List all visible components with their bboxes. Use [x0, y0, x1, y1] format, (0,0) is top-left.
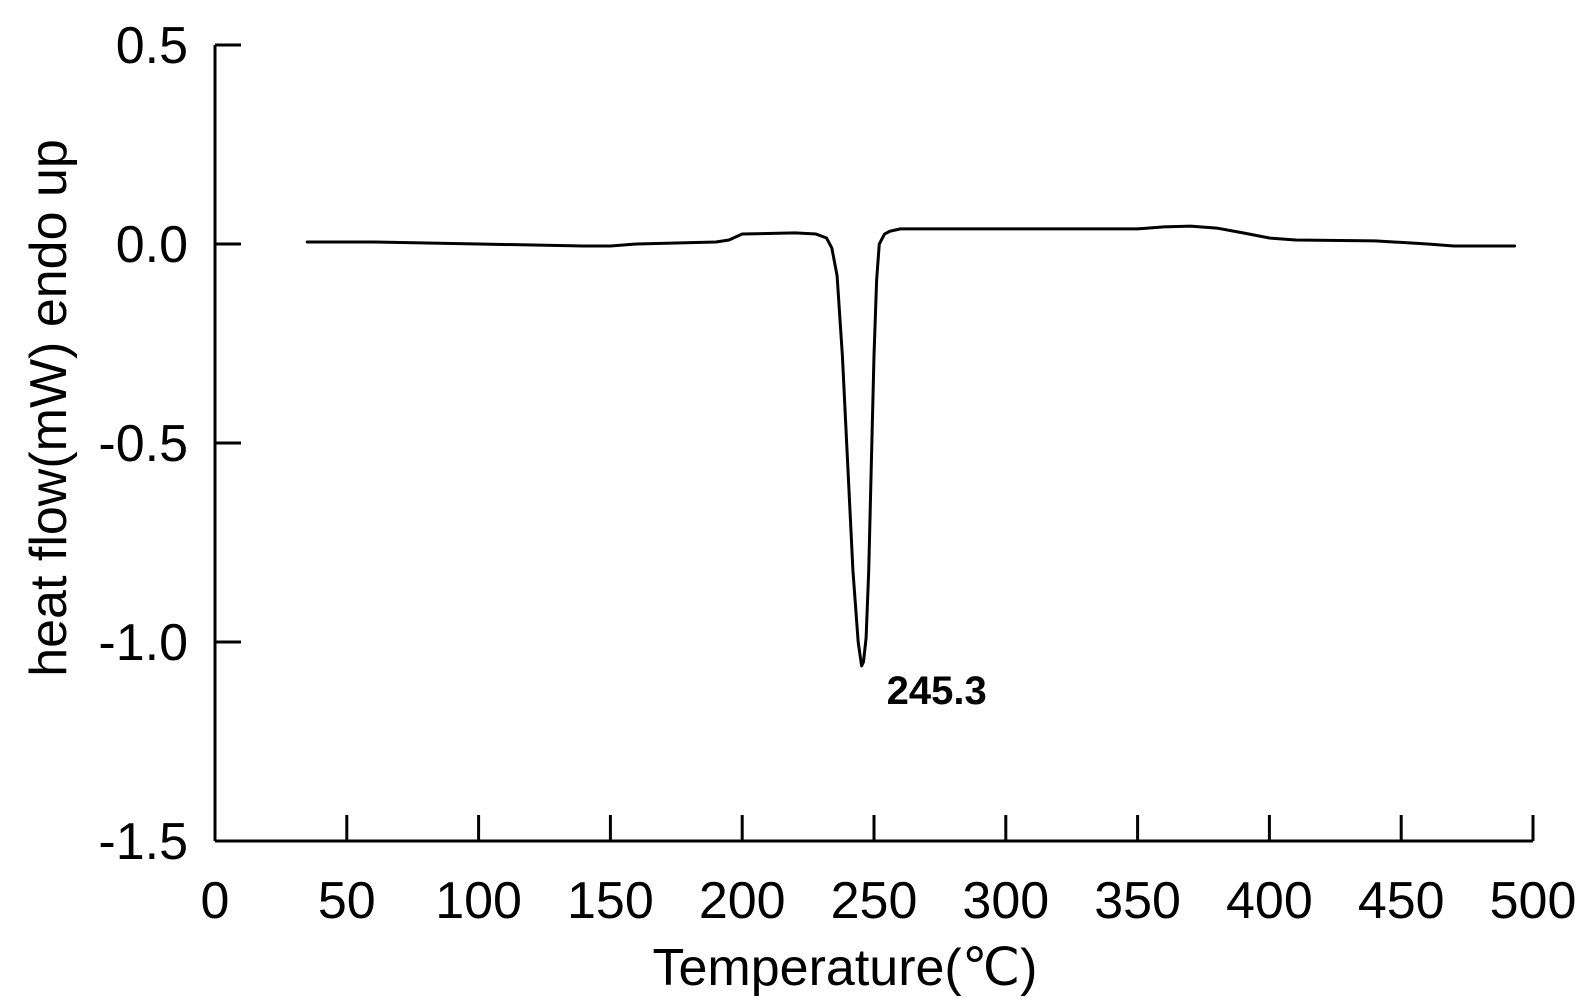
series-line-0	[305, 224, 1517, 668]
y-tick-label: 0.5	[116, 17, 188, 75]
y-tick-label: -0.5	[98, 415, 188, 473]
x-tick-label: 100	[435, 872, 522, 930]
y-tick-label: -1.0	[98, 614, 188, 672]
ticks: 0 50 100 150 200 250 300 350 400 450 500 0.5 0.0 -0.5…	[98, 17, 1576, 930]
axes	[213, 45, 1533, 843]
x-tick-label: 500	[1490, 872, 1577, 930]
x-tick-label: 400	[1226, 872, 1313, 930]
x-tick-label: 200	[699, 872, 786, 930]
x-tick-label: 0	[201, 872, 230, 930]
y-tick-label: -1.5	[98, 813, 188, 871]
labels: 245.3 Temperature(℃) heat flow(mW) endo up	[20, 139, 1037, 997]
series-group	[305, 224, 1517, 668]
y-tick-label: 0.0	[116, 216, 188, 274]
y-axis-title: heat flow(mW) endo up	[20, 139, 78, 677]
x-axis-title: Temperature(℃)	[653, 939, 1038, 997]
x-tick-label: 250	[831, 872, 918, 930]
peak-annotation: 245.3	[887, 669, 987, 713]
x-tick-label: 300	[962, 872, 1049, 930]
x-tick-label: 450	[1358, 872, 1445, 930]
x-tick-label: 150	[567, 872, 654, 930]
x-tick-label: 350	[1094, 872, 1181, 930]
x-tick-label: 50	[318, 872, 376, 930]
